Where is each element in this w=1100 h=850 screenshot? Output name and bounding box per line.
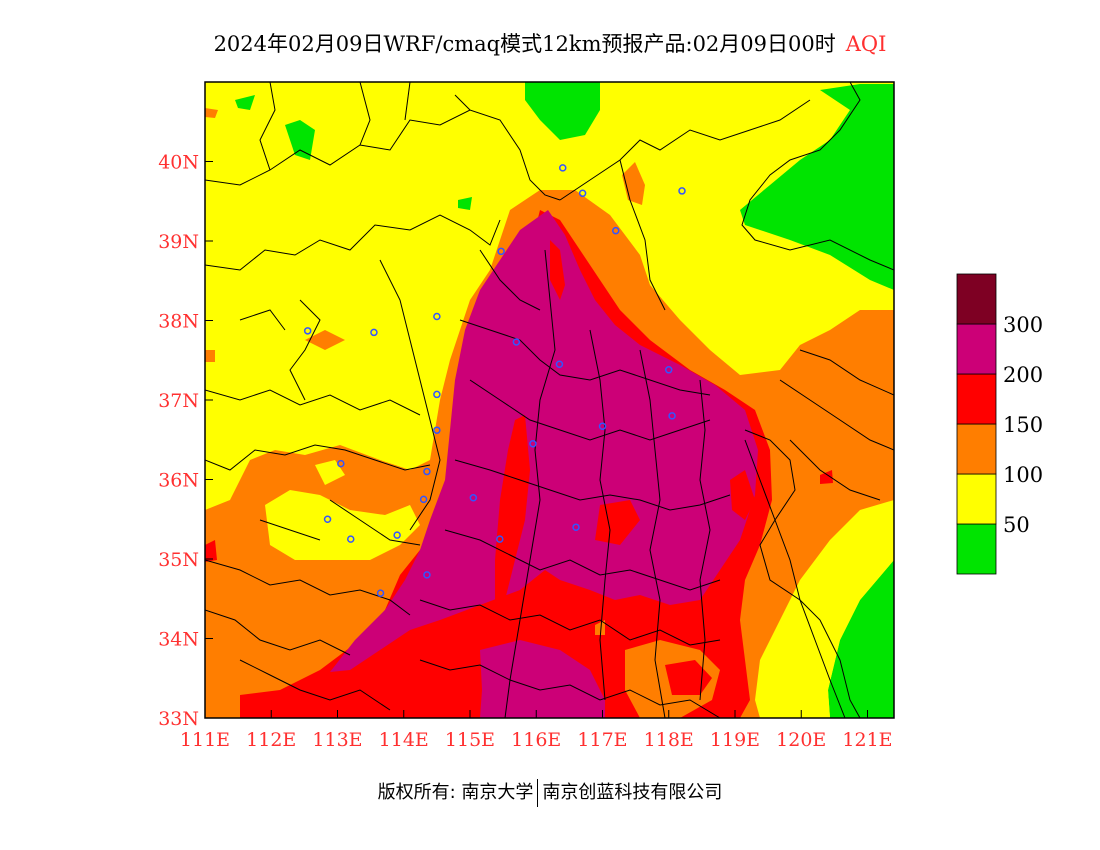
legend-swatch xyxy=(956,473,997,525)
city-marker xyxy=(393,531,401,539)
city-marker xyxy=(433,426,441,434)
city-marker xyxy=(496,535,504,543)
legend-swatch xyxy=(956,323,997,375)
coastline-north xyxy=(741,82,894,271)
aqi-band-150-pocket xyxy=(665,660,712,695)
x-tick-label: 113E xyxy=(312,729,362,751)
y-tick-label: 33N xyxy=(158,708,199,730)
city-marker xyxy=(303,327,312,335)
x-tick-label: 119E xyxy=(710,729,760,751)
legend-swatch xyxy=(956,423,997,475)
city-marker xyxy=(598,422,607,430)
city-marker xyxy=(497,247,505,256)
city-marker xyxy=(668,412,676,420)
x-tick-label: 116E xyxy=(511,729,561,751)
city-marker xyxy=(423,571,431,579)
city-marker xyxy=(423,467,431,476)
title-variable: AQI xyxy=(845,32,887,56)
city-marker xyxy=(512,338,521,346)
y-axis: 33N 34N 35N 36N 37N 38N 39N 40N xyxy=(158,152,213,730)
city-marker xyxy=(376,589,385,597)
legend-swatch xyxy=(956,523,997,575)
x-tick-label: 112E xyxy=(246,729,296,751)
y-tick-label: 36N xyxy=(158,470,199,492)
x-axis: 111E 112E 113E 114E 115E 116E 117E 118E 119E 120E… xyxy=(180,710,893,751)
x-tick-label: 115E xyxy=(445,729,495,751)
y-tick-label: 35N xyxy=(158,549,199,571)
legend-swatch xyxy=(956,373,997,425)
city-marker xyxy=(469,494,478,502)
city-marker xyxy=(578,189,587,198)
legend-label: 50 xyxy=(1003,513,1030,537)
city-marker xyxy=(559,164,567,172)
y-tick-label: 40N xyxy=(158,152,199,174)
x-tick-label: 118E xyxy=(644,729,694,751)
aqi-field xyxy=(205,82,894,718)
city-markers xyxy=(303,164,686,597)
x-tick-label: 117E xyxy=(577,729,627,751)
city-marker xyxy=(555,360,564,368)
city-marker xyxy=(347,535,355,543)
x-tick-label: 114E xyxy=(379,729,429,751)
y-tick-label: 38N xyxy=(158,311,199,333)
title-main: 2024年02月09日WRF/cmaq模式12km预报产品:02月09日00时 xyxy=(213,32,836,56)
legend: 50 100 150 200 300 xyxy=(956,273,1043,575)
footer-separator xyxy=(537,779,539,807)
city-marker xyxy=(678,187,686,195)
legend-label: 100 xyxy=(1003,463,1043,487)
aqi-band-50-islands xyxy=(265,460,894,718)
footer: 版权所有: 南京大学 南京创蓝科技有限公司 xyxy=(0,778,1100,807)
city-marker xyxy=(572,523,580,531)
city-marker xyxy=(370,328,378,337)
y-tick-label: 34N xyxy=(158,629,199,651)
y-tick-label: 39N xyxy=(158,231,199,253)
city-marker xyxy=(433,312,441,321)
x-tick-label: 121E xyxy=(842,729,892,751)
city-marker xyxy=(323,515,332,523)
legend-label: 150 xyxy=(1003,413,1043,437)
aqi-band-0 xyxy=(235,82,894,718)
x-tick-label: 111E xyxy=(180,729,230,751)
company-text: 南京创蓝科技有限公司 xyxy=(542,782,723,803)
legend-swatch xyxy=(956,273,997,325)
legend-label: 300 xyxy=(1003,313,1043,337)
coastline-east xyxy=(744,429,861,718)
copyright-text: 版权所有: 南京大学 xyxy=(377,782,534,803)
city-marker xyxy=(419,495,428,504)
legend-label: 200 xyxy=(1003,363,1043,387)
city-marker xyxy=(529,439,537,448)
city-marker xyxy=(665,366,673,374)
city-marker xyxy=(337,459,345,468)
y-tick-label: 37N xyxy=(158,390,199,412)
admin-boundaries xyxy=(205,82,894,718)
x-tick-label: 120E xyxy=(776,729,826,751)
city-marker xyxy=(612,226,620,235)
chart-title: 2024年02月09日WRF/cmaq模式12km预报产品:02月09日00时 A… xyxy=(0,28,1100,58)
city-marker xyxy=(433,390,441,399)
